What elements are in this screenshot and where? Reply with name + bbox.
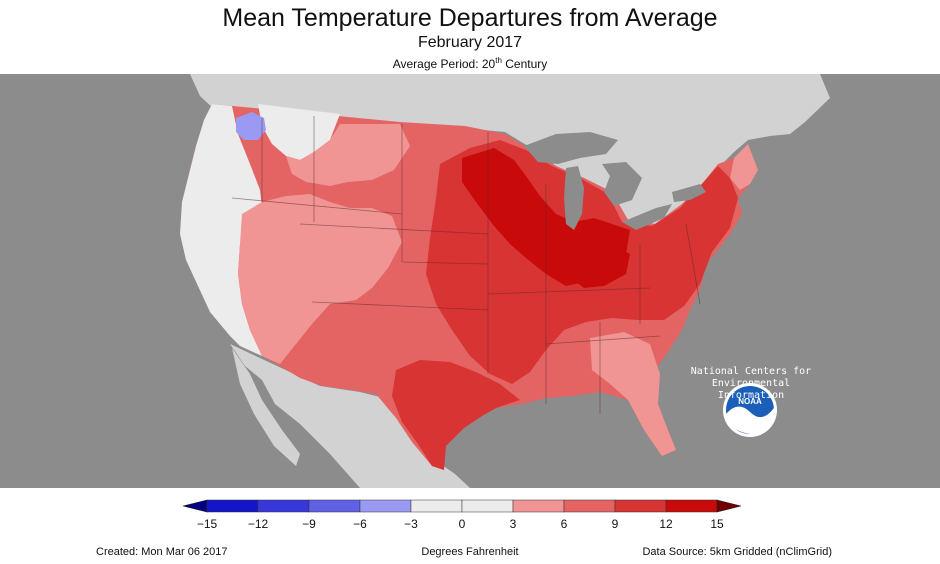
legend-tick-label: 3 <box>510 517 517 531</box>
legend-under-arrow <box>182 499 208 513</box>
state-boundaries <box>231 116 701 414</box>
created-date: Created: Mon Mar 06 2017 <box>96 546 228 558</box>
canada-landmass <box>190 74 830 224</box>
noaa-caption: National Centers for Environmental Infor… <box>690 366 812 402</box>
average-period-sup: th <box>495 56 502 65</box>
washington-cool-anomaly <box>236 112 266 140</box>
legend-swatch <box>461 499 514 513</box>
noaa-logo: NOAA <box>723 383 777 437</box>
boundary-line-1 <box>231 116 701 414</box>
data-source: Data Source: 5km Gridded (nClimGrid) <box>642 546 832 558</box>
legend-swatch <box>308 499 361 513</box>
legend-swatch <box>614 499 667 513</box>
legend-swatch <box>665 499 718 513</box>
legend-swatch <box>257 499 310 513</box>
lake-ontario <box>672 184 706 202</box>
noaa-caption-line1: National Centers for <box>690 366 812 377</box>
average-period-suffix: Century <box>501 57 548 71</box>
legend-tick-label: 0 <box>459 517 466 531</box>
legend-tick-label: 6 <box>561 517 568 531</box>
lake-erie <box>622 204 672 230</box>
legend-swatch <box>206 499 259 513</box>
inland-northwest-near-normal <box>258 104 340 160</box>
legend-tick-label: −15 <box>197 517 218 531</box>
legend-tick-label: −6 <box>353 517 367 531</box>
legend-swatch <box>512 499 565 513</box>
map-subtitle: February 2017 <box>417 34 523 51</box>
color-legend: −15 −12 −9 −6 −3 0 3 6 9 12 15 <box>182 499 742 531</box>
legend-tick-label: −12 <box>248 517 269 531</box>
units-label: Degrees Fahrenheit <box>421 546 519 558</box>
noaa-caption-line3: Information <box>717 390 785 401</box>
temperature-departure-map: NOAA <box>0 74 940 488</box>
legend-swatch <box>563 499 616 513</box>
legend-tick-label: 12 <box>659 517 673 531</box>
legend-tick-label: 9 <box>612 517 619 531</box>
north-central-warm-3-6 <box>286 124 410 186</box>
baja-california <box>232 348 300 466</box>
legend-tick-label: −9 <box>302 517 316 531</box>
noaa-caption-line2: Environmental <box>711 378 791 389</box>
southeast-warm-3-6 <box>590 332 676 456</box>
legend-tick-label: −3 <box>404 517 418 531</box>
noaa-logo-text: NOAA <box>738 397 762 406</box>
texas-warm-9-12 <box>392 360 520 470</box>
ohio-valley-warm-12-15 <box>566 242 630 288</box>
legend-over-arrow <box>716 499 742 513</box>
noaa-logo-wave <box>726 406 774 435</box>
lake-michigan <box>564 166 584 230</box>
west-coast-near-normal <box>180 104 262 356</box>
mexico-landmass <box>230 344 470 488</box>
legend-tick-label: 15 <box>710 517 724 531</box>
lake-superior <box>524 132 618 164</box>
map-title: Mean Temperature Departures from Average <box>222 4 718 32</box>
legend-swatch <box>410 499 463 513</box>
lake-huron <box>602 162 642 206</box>
legend-swatch <box>359 499 412 513</box>
maine-warm-3-6 <box>730 144 758 190</box>
average-period-label: Average Period: 20th Century <box>0 56 940 71</box>
west-warm-3-6 <box>238 194 402 364</box>
average-period-prefix: Average Period: 20 <box>392 57 496 71</box>
